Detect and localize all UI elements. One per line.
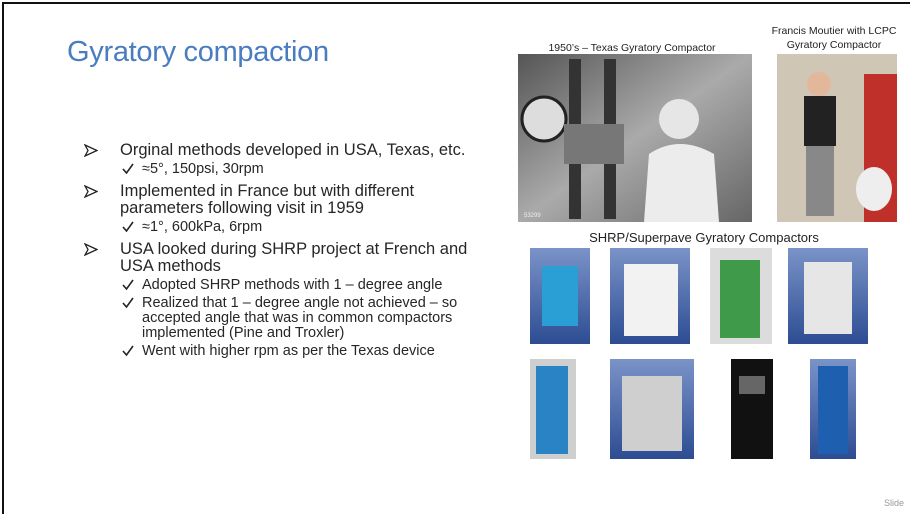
texas-photo: 53299 — [518, 54, 752, 222]
slide-footer: Slide — [884, 498, 904, 508]
photos: 53299 — [4, 4, 910, 514]
photo-number: 53299 — [524, 213, 541, 219]
compactor-photos — [530, 248, 868, 459]
moutier-photo — [777, 54, 897, 222]
slide: Gyratory compaction Orginal methods deve… — [2, 2, 910, 514]
